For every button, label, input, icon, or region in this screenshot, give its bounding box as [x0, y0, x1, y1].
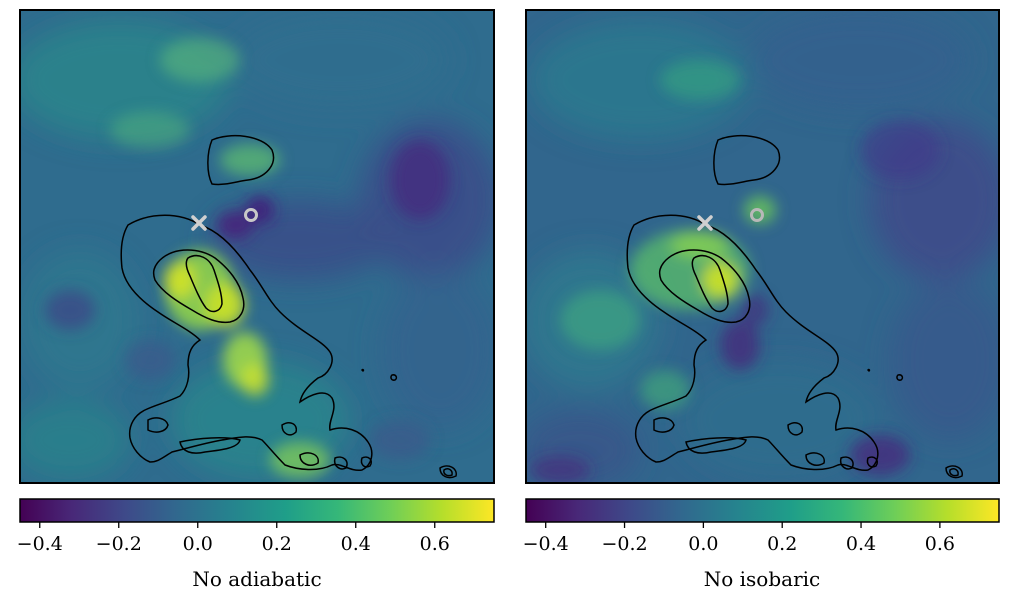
o-marker-no-isobaric	[750, 208, 764, 222]
frame-no-adiabatic	[19, 9, 495, 484]
colorbar-tick-label: 0.6	[925, 533, 955, 555]
colorbar-tick-label: 0.2	[767, 533, 797, 555]
colorbar-tick-label: 0.2	[262, 533, 292, 555]
colorbar-tick-label: −0.4	[17, 533, 63, 555]
x-marker-no-isobaric	[697, 215, 713, 231]
heatmap-no-isobaric	[526, 10, 999, 483]
colorbar-ticks	[545, 522, 941, 528]
x-marker-no-adiabatic	[191, 215, 207, 231]
colorbar-label: No adiabatic	[192, 567, 321, 591]
colorbar-tick-label: −0.2	[601, 533, 647, 555]
colorbar-tick-label: −0.2	[96, 533, 142, 555]
heatmap-no-adiabatic	[20, 10, 494, 483]
colorbar-no-adiabatic: −0.4 −0.2 0.0 0.2 0.4 0.6 No adiabatic	[17, 498, 495, 591]
colorbar-ticks	[39, 522, 436, 528]
panel-no-isobaric: −0.4 −0.2 0.0 0.2 0.4 0.6 No isobaric	[523, 9, 1000, 591]
colorbar-tick-label: −0.4	[523, 533, 569, 555]
colorbar-no-isobaric: −0.4 −0.2 0.0 0.2 0.4 0.6 No isobaric	[523, 498, 1000, 591]
colorbar-tick-label: 0.4	[341, 533, 371, 555]
colorbar-tick-label: 0.0	[183, 533, 213, 555]
colorbar-tick-labels: −0.4 −0.2 0.0 0.2 0.4 0.6	[17, 533, 450, 555]
colorbar-tick-label: 0.6	[420, 533, 450, 555]
o-marker-no-adiabatic	[244, 208, 258, 222]
colorbar-tick-label: 0.4	[846, 533, 876, 555]
colorbar-gradient	[525, 498, 1000, 523]
colorbar-gradient	[19, 498, 495, 523]
colorbar-label: No isobaric	[704, 567, 820, 591]
frame-no-isobaric	[525, 9, 1000, 484]
colorbar-tick-label: 0.0	[688, 533, 718, 555]
panel-no-adiabatic: −0.4 −0.2 0.0 0.2 0.4 0.6 No adiabatic	[17, 9, 495, 591]
colorbar-tick-labels: −0.4 −0.2 0.0 0.2 0.4 0.6	[523, 533, 955, 555]
